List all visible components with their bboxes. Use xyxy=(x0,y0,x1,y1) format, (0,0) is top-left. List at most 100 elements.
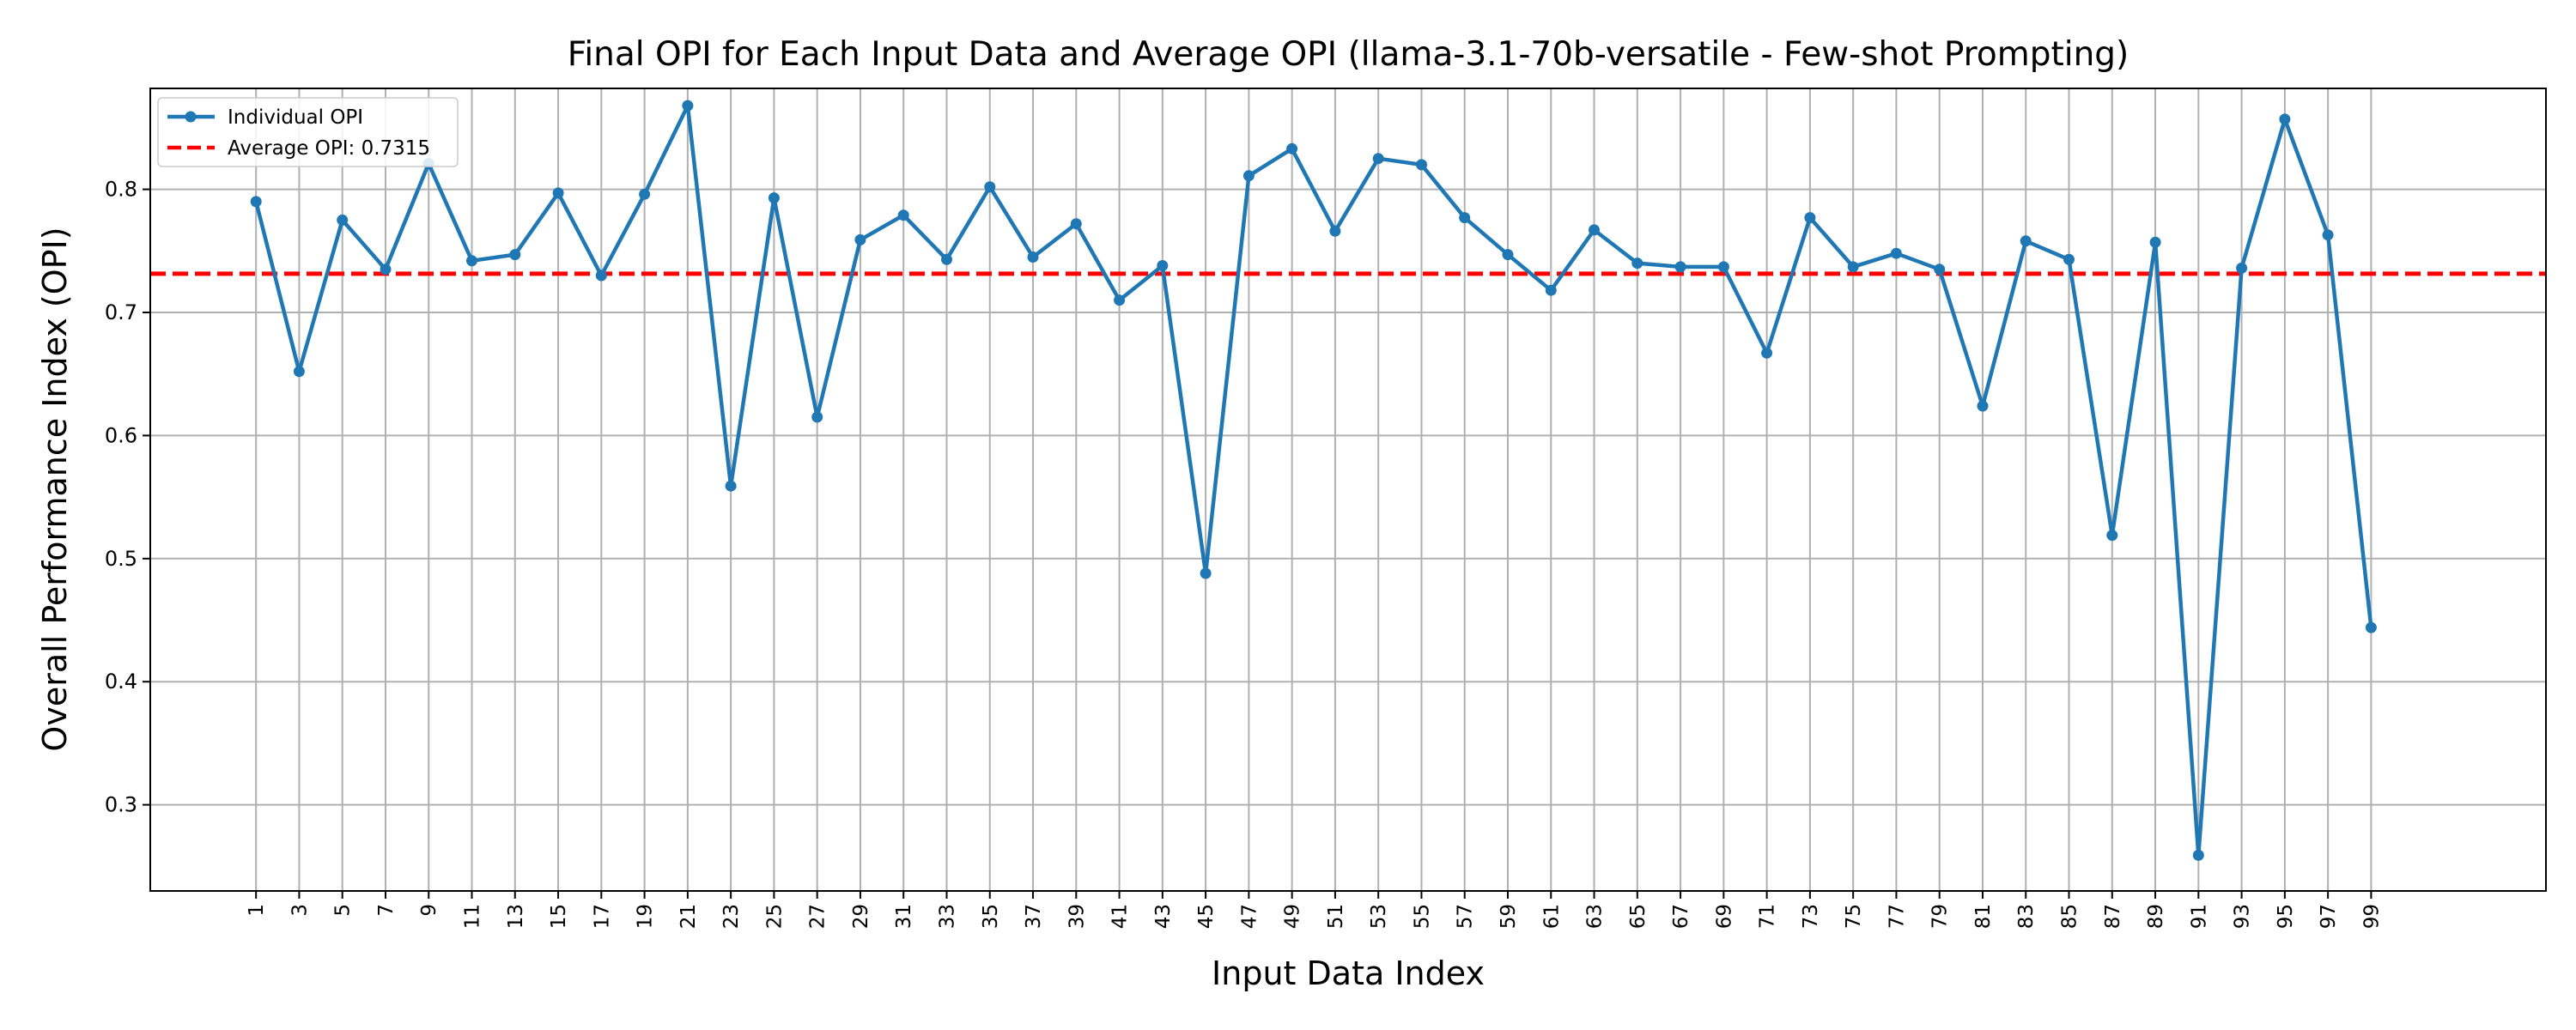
individual-opi-point xyxy=(1027,251,1039,263)
y-tick-label: 0.6 xyxy=(105,423,137,447)
individual-opi-point xyxy=(1070,218,1082,230)
individual-opi-point xyxy=(466,255,477,267)
x-tick-label: 15 xyxy=(548,904,570,929)
individual-opi-point xyxy=(897,209,909,221)
individual-opi-point xyxy=(552,187,564,199)
y-tick-label: 0.8 xyxy=(105,178,137,202)
x-tick-label: 1 xyxy=(246,904,268,917)
x-tick-label: 85 xyxy=(2059,904,2081,929)
x-tick-label: 73 xyxy=(1800,904,1822,929)
individual-opi-point xyxy=(1674,261,1686,273)
individual-opi-point xyxy=(1200,567,1212,579)
individual-opi-point xyxy=(1717,261,1729,273)
x-tick-label: 13 xyxy=(505,904,527,929)
x-tick-label: 83 xyxy=(2015,904,2038,929)
x-tick-label: 35 xyxy=(980,904,1002,929)
individual-opi-point xyxy=(1589,224,1600,236)
x-tick-label: 63 xyxy=(1584,904,1607,929)
y-tick-label: 0.3 xyxy=(105,793,137,817)
x-tick-label: 77 xyxy=(1886,904,1908,929)
x-tick-label: 91 xyxy=(2188,904,2210,929)
individual-opi-point xyxy=(725,480,737,492)
individual-opi-point xyxy=(2236,262,2248,274)
individual-opi-point xyxy=(1416,159,1427,171)
x-tick-label: 67 xyxy=(1670,904,1692,929)
individual-opi-point xyxy=(1286,142,1298,154)
x-tick-label: 5 xyxy=(332,904,355,917)
individual-opi-point xyxy=(1847,261,1859,273)
x-tick-label: 65 xyxy=(1627,904,1649,929)
x-tick-label: 57 xyxy=(1455,904,1477,929)
y-axis-label: Overall Performance Index (OPI) xyxy=(36,227,74,751)
x-tick-label: 93 xyxy=(2232,904,2254,929)
x-tick-label: 3 xyxy=(289,904,311,917)
individual-opi-point xyxy=(1977,400,1989,412)
x-tick-label: 45 xyxy=(1195,904,1218,929)
legend-box xyxy=(157,97,459,167)
individual-opi-point xyxy=(768,192,780,204)
x-tick-label: 29 xyxy=(850,904,872,929)
individual-opi-point xyxy=(2365,621,2377,633)
x-tick-label: 9 xyxy=(418,904,440,917)
x-tick-label: 61 xyxy=(1540,904,1563,929)
x-tick-label: 75 xyxy=(1843,904,1865,929)
x-tick-label: 37 xyxy=(1023,904,1045,929)
individual-opi-point xyxy=(2063,253,2075,265)
individual-opi-point xyxy=(1114,294,1126,306)
x-tick-label: 71 xyxy=(1757,904,1779,929)
individual-opi-point xyxy=(1329,225,1341,237)
series-layer xyxy=(250,100,2377,861)
individual-opi-point xyxy=(250,196,262,208)
x-tick-label: 27 xyxy=(807,904,829,929)
y-tick-label: 0.7 xyxy=(105,300,137,324)
x-tick-label: 97 xyxy=(2318,904,2340,929)
chart-title: Final OPI for Each Input Data and Averag… xyxy=(568,35,2129,74)
y-tick-label: 0.5 xyxy=(105,547,137,571)
plot-frame xyxy=(149,88,2547,892)
individual-opi-point xyxy=(1761,347,1773,359)
individual-opi-point xyxy=(509,249,521,261)
y-axis-ticks: 0.3 0.4 0.5 0.6 0.7 0.8 xyxy=(105,178,150,817)
individual-opi-point xyxy=(2106,530,2118,542)
x-tick-label: 23 xyxy=(720,904,743,929)
x-tick-label: 21 xyxy=(677,904,700,929)
individual-opi-point xyxy=(1934,264,1946,276)
individual-opi-point xyxy=(1502,249,1514,261)
x-tick-label: 49 xyxy=(1282,904,1304,929)
individual-opi-point xyxy=(380,264,392,276)
x-tick-label: 25 xyxy=(763,904,786,929)
individual-opi-point xyxy=(293,366,305,378)
individual-opi-point xyxy=(595,270,607,282)
individual-opi-point xyxy=(1459,212,1471,224)
individual-opi-point xyxy=(811,411,823,423)
x-tick-label: 11 xyxy=(462,904,484,929)
individual-opi-point xyxy=(2279,113,2291,125)
legend-label-average-opi: Average OPI: 0.7315 xyxy=(228,137,430,160)
x-tick-label: 33 xyxy=(936,904,958,929)
individual-opi-point xyxy=(984,181,996,193)
individual-opi-line xyxy=(254,103,2373,857)
legend-label-individual-opi: Individual OPI xyxy=(228,106,363,129)
individual-opi-point xyxy=(682,100,694,112)
individual-opi-point xyxy=(639,188,651,200)
x-tick-label: 19 xyxy=(635,904,657,929)
x-tick-label: 99 xyxy=(2360,904,2383,929)
x-tick-label: 51 xyxy=(1325,904,1347,929)
legend: Individual OPI Average OPI: 0.7315 xyxy=(157,97,459,167)
x-tick-label: 53 xyxy=(1368,904,1390,929)
x-tick-label: 39 xyxy=(1066,904,1088,929)
x-tick-label: 47 xyxy=(1238,904,1261,929)
x-tick-label: 79 xyxy=(1929,904,1952,929)
individual-opi-point xyxy=(1372,153,1384,165)
x-tick-label: 31 xyxy=(893,904,915,929)
individual-opi-point xyxy=(1631,258,1643,270)
x-tick-label: 95 xyxy=(2275,904,2297,929)
x-tick-label: 17 xyxy=(591,904,613,929)
x-tick-label: 41 xyxy=(1109,904,1132,929)
individual-opi-point xyxy=(1157,260,1169,271)
x-tick-label: 69 xyxy=(1713,904,1735,929)
x-tick-label: 81 xyxy=(1972,904,1995,929)
x-tick-label: 59 xyxy=(1498,904,1520,929)
x-tick-label: 7 xyxy=(375,904,398,917)
